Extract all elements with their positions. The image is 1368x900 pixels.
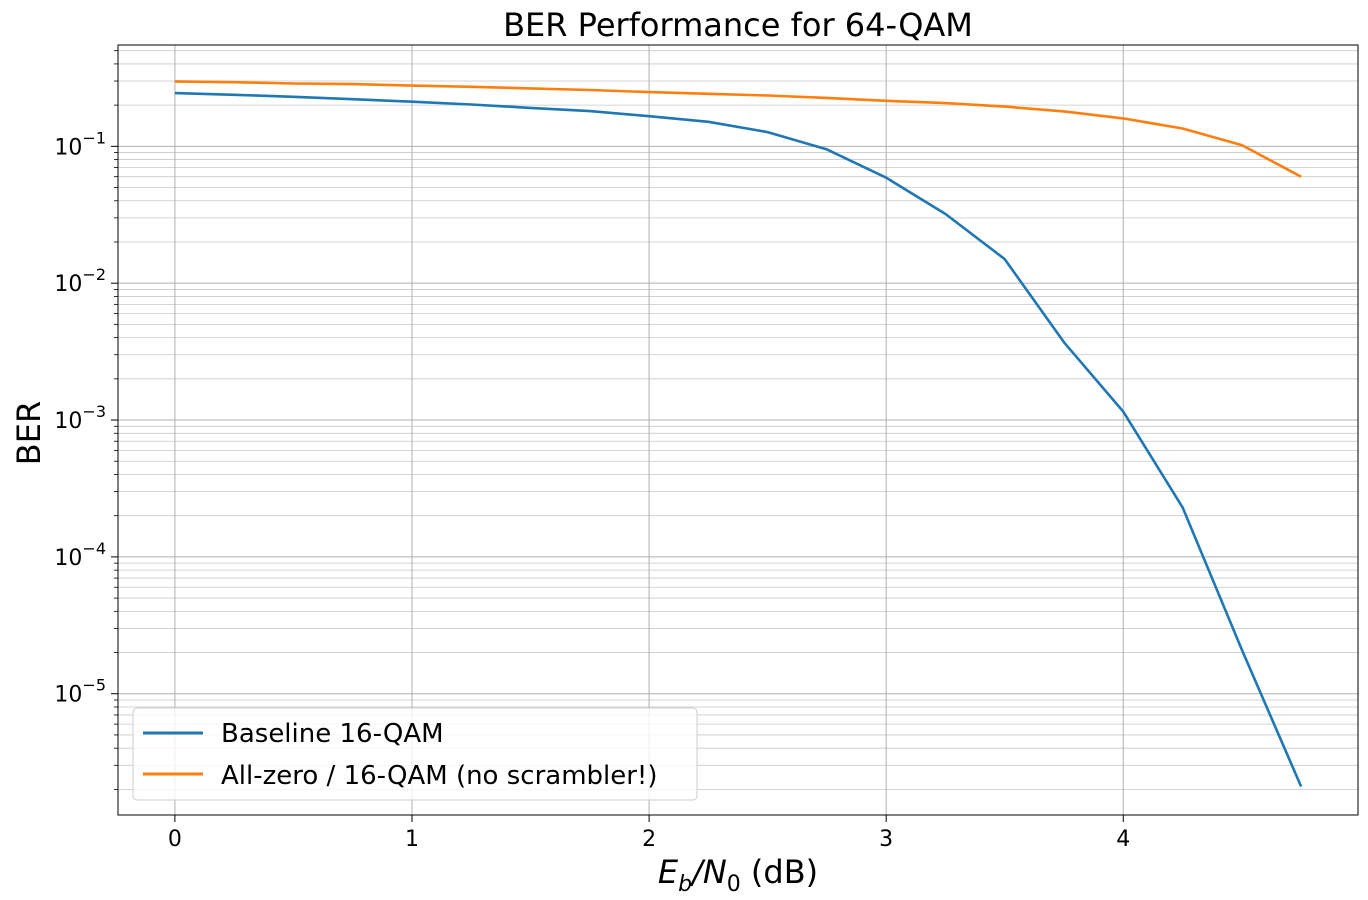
series-lines [174,80,1303,788]
plot-frame [117,44,1359,816]
x-tick-label: 1 [405,827,419,852]
x-tick-label: 0 [168,827,182,852]
legend-label-all-zero: All-zero / 16-QAM (no scrambler!) [221,761,658,791]
legend: Baseline 16-QAM All-zero / 16-QAM (no sc… [132,707,698,801]
legend-label-baseline: Baseline 16-QAM [221,719,444,749]
chart-title: BER Performance for 64-QAM [503,6,973,44]
y-tick-label: 10−4 [54,539,106,571]
grid [118,45,1358,815]
y-tick-label: 10−5 [54,676,106,708]
x-tick-label: 4 [1116,827,1130,852]
y-axis-label: BER [10,401,48,465]
x-tick-label: 2 [642,827,656,852]
x-tick-label: 3 [879,827,893,852]
y-tick-label: 10−1 [54,128,106,160]
series-line-1 [174,80,1302,178]
legend-box [132,707,698,801]
y-tick-label: 10−3 [54,402,106,434]
y-tick-label: 10−2 [54,265,106,297]
x-axis-ticks: 0 1 2 3 4 [168,815,1130,852]
series-line-0 [174,91,1303,788]
y-axis-ticks: 10−5 10−4 10−3 10−2 10−1 [54,50,118,790]
x-axis-label: Eb/N0 (dB) [658,853,818,897]
